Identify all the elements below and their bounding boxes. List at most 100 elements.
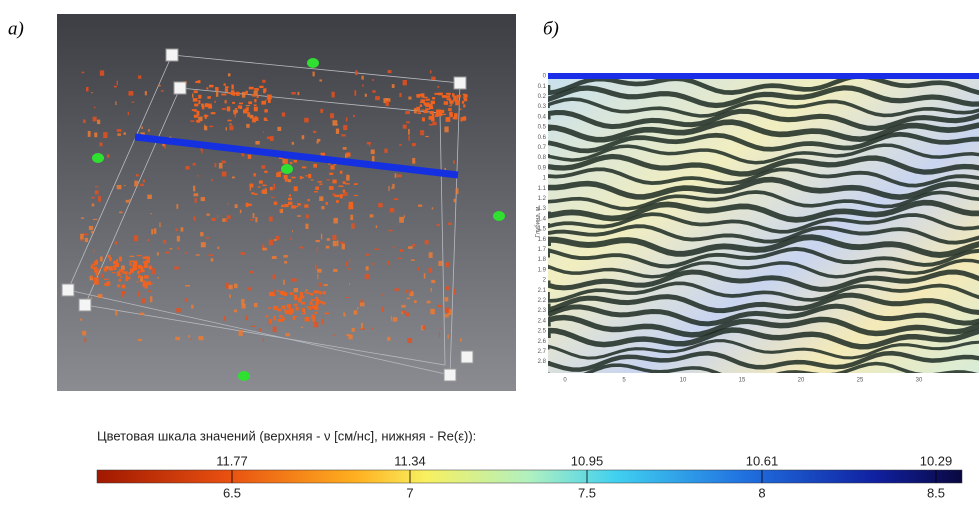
reflector <box>149 266 151 270</box>
reflector <box>118 274 121 275</box>
reflector <box>190 339 191 341</box>
reflector <box>426 108 430 109</box>
reflector <box>444 101 448 105</box>
reflector <box>117 129 122 132</box>
reflector <box>314 322 318 327</box>
reflector <box>331 92 334 98</box>
reflector <box>367 142 371 144</box>
reflector <box>115 101 116 105</box>
reflector <box>330 113 334 118</box>
reflector <box>151 229 153 234</box>
reflector <box>208 104 212 108</box>
reflector <box>270 187 273 190</box>
y-tick-label: 0.6 <box>538 135 547 141</box>
reflector <box>302 308 305 312</box>
reflector <box>384 149 387 153</box>
reflector <box>329 173 333 175</box>
reflector <box>282 306 286 309</box>
reflector <box>268 98 271 102</box>
corner <box>174 82 186 94</box>
x-tick-label: 5 <box>622 378 626 384</box>
reflector <box>222 172 227 177</box>
reflector <box>315 297 318 300</box>
y-tick-label: 2 <box>543 278 547 284</box>
reflector <box>254 303 258 307</box>
reflector <box>265 315 268 317</box>
reflector <box>336 129 339 134</box>
y-tick-label: 2.7 <box>538 349 547 355</box>
reflector <box>302 313 306 314</box>
reflector <box>259 180 263 183</box>
reflector <box>100 70 104 75</box>
reflector <box>280 291 284 294</box>
reflector <box>259 328 261 331</box>
reflector <box>185 299 188 302</box>
reflector <box>109 257 111 261</box>
reflector <box>307 306 309 308</box>
reflector <box>277 319 281 322</box>
colorbar-top-label: 10.61 <box>746 453 779 468</box>
colorbar-top-label: 10.29 <box>920 453 953 468</box>
reflector <box>154 228 157 234</box>
reflector <box>194 110 197 111</box>
reflector <box>361 323 363 329</box>
reflector <box>91 92 92 93</box>
y-tick-label: 1.1 <box>538 186 547 192</box>
reflector <box>279 315 282 318</box>
reflector <box>185 166 189 170</box>
reflector <box>314 312 317 314</box>
reflector <box>357 307 358 309</box>
reflector <box>82 72 85 73</box>
reflector <box>247 112 250 117</box>
reflector <box>309 306 313 308</box>
reflector <box>439 332 440 338</box>
reflector <box>258 186 260 187</box>
reflector <box>252 94 256 97</box>
reflector <box>320 293 322 294</box>
reflector <box>251 326 255 327</box>
reflector <box>349 202 353 206</box>
reflector <box>267 95 271 99</box>
reflector <box>431 280 435 283</box>
reflector <box>374 249 379 250</box>
reflector <box>125 271 127 274</box>
y-tick-label: 0.9 <box>538 165 547 171</box>
colorbar-bottom-label: 7 <box>406 485 413 500</box>
reflector <box>284 292 287 296</box>
reflector <box>249 184 253 188</box>
reflector <box>332 235 336 240</box>
reflector <box>254 107 258 112</box>
reflector <box>388 186 389 191</box>
reflector <box>340 171 342 174</box>
reflector <box>408 129 410 135</box>
reflector <box>346 261 347 266</box>
reflector <box>431 101 435 104</box>
reflector <box>145 91 147 95</box>
reflector <box>177 247 180 249</box>
reflector <box>371 150 375 155</box>
reflector <box>399 217 404 223</box>
y-tick-label: 1.8 <box>538 257 547 263</box>
reflector <box>406 290 408 293</box>
reflector <box>333 241 337 246</box>
reflector <box>150 296 152 302</box>
reflector <box>128 112 129 115</box>
reflector <box>85 238 88 242</box>
reflector <box>242 92 245 98</box>
reflector <box>440 328 441 329</box>
reflector <box>177 236 180 242</box>
reflector <box>231 90 234 95</box>
reflector <box>255 217 257 222</box>
reflector <box>109 266 113 270</box>
reflector <box>269 292 274 296</box>
reflector <box>248 155 251 159</box>
reflector <box>104 267 107 271</box>
reflector <box>147 195 152 199</box>
reflector <box>300 294 303 296</box>
reflector <box>450 101 452 104</box>
reflector <box>414 300 417 303</box>
reflector <box>295 304 297 307</box>
reflector <box>337 240 339 246</box>
reflector <box>134 181 138 187</box>
reflector <box>285 333 290 336</box>
